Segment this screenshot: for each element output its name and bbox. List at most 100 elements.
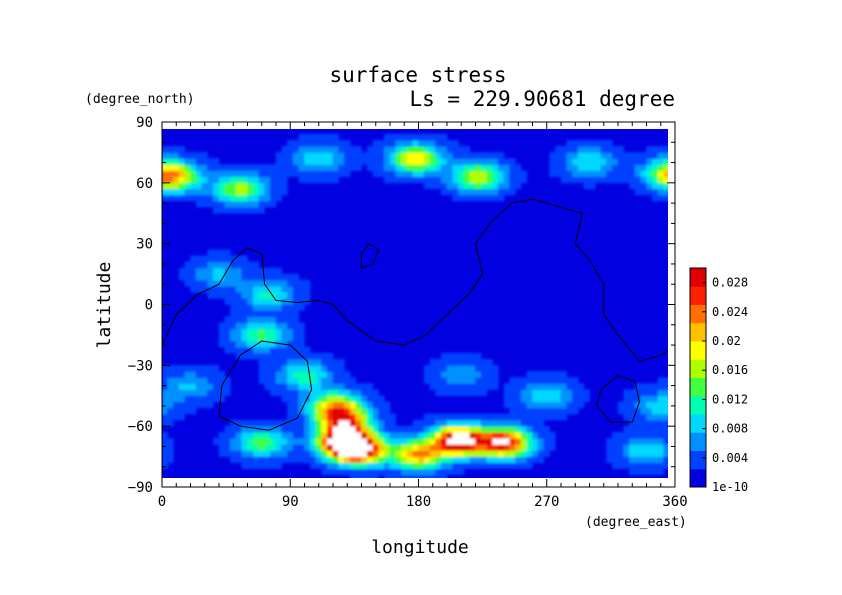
heatmap-cell [452, 425, 459, 433]
x-tick-label: 180 [406, 494, 431, 510]
heatmap-cell [309, 146, 317, 153]
heatmap-cell [366, 158, 374, 165]
heatmap-cell [195, 285, 203, 293]
heatmap-cell [583, 158, 590, 165]
heatmap-cell [600, 146, 607, 153]
heatmap-cell [475, 188, 482, 196]
heatmap-cell [218, 450, 225, 457]
heatmap-cell [287, 158, 294, 165]
heatmap-cell [623, 176, 630, 184]
heatmap-cell [423, 133, 431, 141]
heatmap-cell [663, 431, 668, 439]
heatmap-cell [498, 425, 505, 433]
y-tick-label: −90 [128, 480, 153, 496]
heatmap-cell [543, 450, 550, 457]
heatmap-cell [406, 425, 414, 433]
heatmap-cell [555, 413, 562, 421]
heatmap-cell [623, 389, 630, 397]
heatmap-cell [566, 170, 573, 178]
heatmap-cell [281, 328, 288, 336]
heatmap-cell [669, 420, 675, 427]
heatmap-cell [452, 194, 459, 202]
heatmap-cell [651, 170, 659, 178]
heatmap-cell [195, 383, 203, 390]
heatmap-cell [526, 438, 533, 445]
heatmap-cell [315, 352, 322, 360]
heatmap-cell [321, 358, 328, 366]
colorbar-swatch [690, 450, 706, 470]
heatmap-cell [292, 322, 300, 330]
heatmap-cell [412, 468, 419, 476]
heatmap-cell [230, 285, 237, 293]
heatmap-cell [498, 438, 505, 445]
heatmap-cell [520, 401, 528, 409]
heatmap-cell [184, 389, 191, 397]
heatmap-cell [349, 413, 357, 421]
heatmap-cell [213, 249, 220, 257]
heatmap-cell [321, 438, 328, 445]
heatmap-cell [321, 146, 328, 153]
heatmap-cell [509, 456, 516, 463]
heatmap-cell [509, 438, 516, 445]
colorbar-tick-label: 0.02 [712, 334, 741, 348]
heatmap-cell [384, 133, 391, 141]
heatmap-cell [657, 456, 664, 463]
heatmap-cell [663, 176, 668, 184]
heatmap-cell [401, 450, 408, 457]
heatmap-cell [435, 413, 442, 421]
heatmap-cell [230, 200, 237, 208]
heatmap-cell [201, 377, 208, 384]
heatmap-cell [344, 395, 351, 403]
heatmap-cell [218, 255, 225, 263]
heatmap-cell [252, 438, 260, 445]
heatmap-cell [412, 425, 419, 433]
heatmap-cell [258, 431, 265, 439]
heatmap-cell [537, 444, 545, 451]
heatmap-cell [338, 444, 345, 451]
heatmap-cell [475, 425, 482, 433]
heatmap-cell [298, 285, 305, 293]
heatmap-cell [634, 158, 642, 165]
heatmap-cell [532, 395, 539, 403]
heatmap-cell [441, 170, 448, 178]
heatmap-cell [463, 383, 471, 390]
heatmap-cell [349, 450, 357, 457]
heatmap-cell [332, 146, 339, 153]
heatmap-cell [480, 176, 488, 184]
heatmap-cell [520, 444, 528, 451]
heatmap-cell [190, 152, 197, 159]
heatmap-cell [258, 206, 265, 214]
heatmap-cell [418, 158, 425, 165]
heatmap-cell [235, 273, 243, 281]
heatmap-cell [617, 158, 624, 165]
heatmap-cell [435, 438, 442, 445]
heatmap-cell [560, 152, 567, 159]
heatmap-cell [640, 401, 647, 409]
heatmap-cell [184, 267, 191, 275]
heatmap-cell [669, 450, 675, 457]
heatmap-cell [406, 462, 414, 470]
heatmap-cell [384, 170, 391, 178]
heatmap-cell [275, 273, 282, 281]
heatmap-cell [338, 365, 345, 372]
heatmap-cell [258, 170, 265, 178]
heatmap-cell [555, 152, 562, 159]
heatmap-cell [162, 158, 168, 165]
heatmap-cell [230, 267, 237, 275]
heatmap-cell [224, 261, 231, 269]
heatmap-cell [281, 273, 288, 281]
heatmap-cell [275, 170, 282, 178]
heatmap-cell [241, 340, 248, 348]
heatmap-cell [366, 146, 374, 153]
heatmap-cell [195, 273, 203, 281]
heatmap-cell [349, 431, 357, 439]
heatmap-cell [452, 377, 459, 384]
heatmap-cell [475, 152, 482, 159]
heatmap-cell [663, 407, 668, 415]
heatmap-cell [634, 164, 642, 171]
heatmap-cell [378, 468, 385, 476]
heatmap-cell [309, 377, 317, 384]
heatmap-cell [378, 170, 385, 178]
heatmap-cell [298, 322, 305, 330]
heatmap-cell [309, 170, 317, 178]
